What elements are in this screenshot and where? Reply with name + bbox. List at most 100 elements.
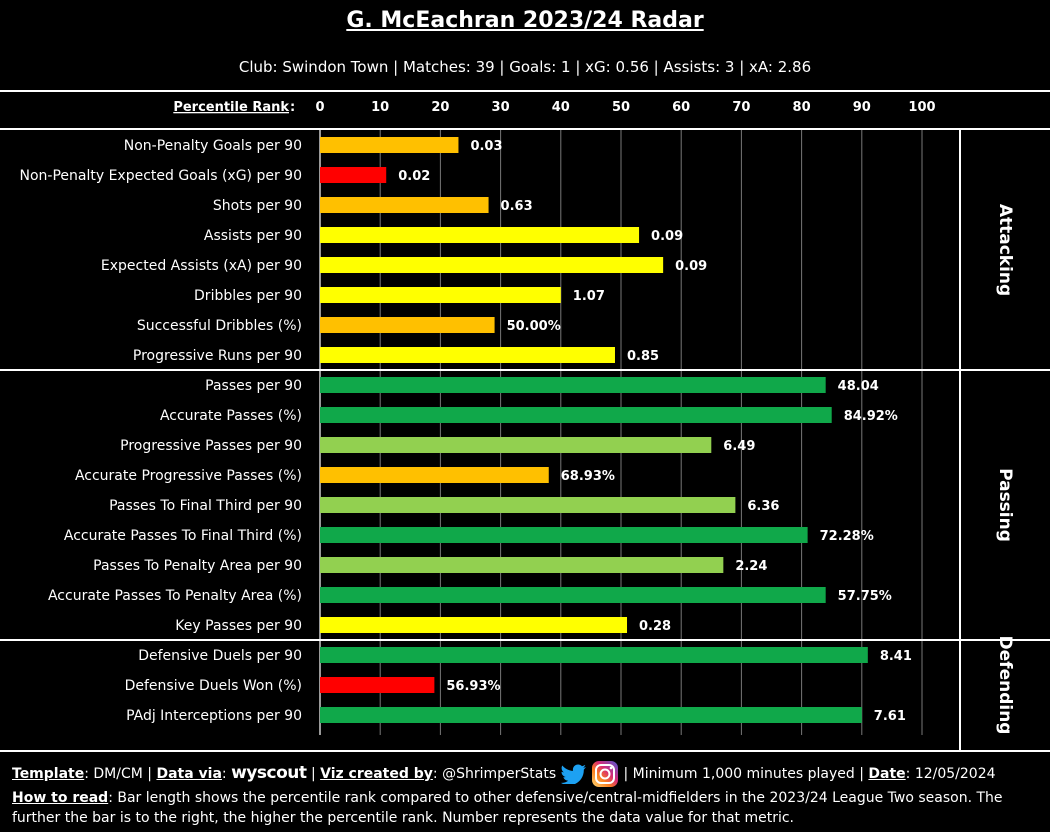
percentile-bar: [320, 167, 387, 183]
data-via-separator: :: [221, 766, 227, 782]
data-label: 0.09: [651, 229, 683, 244]
metric-label: Defensive Duels per 90: [138, 648, 302, 664]
how-to-read-text: : Bar length shows the percentile rank c…: [12, 790, 1003, 826]
data-label: 1.07: [573, 289, 605, 304]
data-label: 68.93%: [561, 469, 615, 484]
metric-label: Dribbles per 90: [194, 288, 302, 304]
chart-subtitle: Club: Swindon Town | Matches: 39 | Goals…: [238, 58, 812, 76]
data-label: 50.00%: [507, 319, 561, 334]
minimum-minutes: | Minimum 1,000 minutes played |: [623, 766, 864, 782]
data-label: 2.24: [735, 559, 767, 574]
percentile-bar: [320, 377, 826, 393]
metric-label: Successful Dribbles (%): [137, 318, 302, 334]
tick-label: 0: [315, 100, 324, 115]
section-label: Passing: [995, 468, 1015, 542]
template-value: : DM/CM |: [84, 766, 152, 782]
viz-created-value: : @ShrimperStats: [432, 766, 557, 782]
metric-label: Defensive Duels Won (%): [125, 678, 302, 694]
axis-label: Percentile Rank: [173, 100, 289, 115]
metric-label: Key Passes per 90: [175, 618, 302, 634]
data-label: 0.28: [639, 619, 671, 634]
viz-separator: |: [310, 766, 316, 782]
data-label: 57.75%: [838, 589, 892, 604]
metric-label: Progressive Passes per 90: [120, 438, 302, 454]
data-label: 72.28%: [820, 529, 874, 544]
percentile-bar: [320, 497, 736, 513]
data-label: 84.92%: [844, 409, 898, 424]
tick-label: 70: [732, 100, 750, 115]
tick-label: 40: [552, 100, 570, 115]
data-label: 6.49: [723, 439, 755, 454]
metric-label: Passes per 90: [205, 378, 302, 394]
tick-label: 10: [371, 100, 389, 115]
instagram-icon[interactable]: [591, 760, 619, 788]
percentile-bar: [320, 257, 664, 273]
tick-label: 30: [492, 100, 510, 115]
tick-label: 100: [908, 100, 935, 115]
chart-title: G. McEachran 2023/24 Radar: [346, 8, 704, 33]
percentile-bar: [320, 467, 549, 483]
axis-label-colon: :: [290, 100, 295, 115]
metric-label: Accurate Passes (%): [160, 408, 302, 424]
data-label: 0.03: [470, 139, 502, 154]
template-label: Template: [12, 766, 85, 782]
data-label: 8.41: [880, 649, 912, 664]
percentile-bar: [320, 647, 868, 663]
metric-label: Expected Assists (xA) per 90: [101, 258, 302, 274]
percentile-bar: [320, 587, 826, 603]
metric-label: Accurate Passes To Final Third (%): [64, 528, 302, 544]
header-divider-top: [0, 90, 1050, 92]
date-label: Date: [868, 766, 906, 782]
tick-label: 20: [431, 100, 449, 115]
section-label: Attacking: [995, 204, 1015, 296]
tick-label: 60: [672, 100, 690, 115]
percentile-bar: [320, 347, 615, 363]
data-label: 7.61: [874, 709, 906, 724]
data-label: 6.36: [747, 499, 779, 514]
percentile-bar: [320, 407, 832, 423]
metric-label: Passes To Final Third per 90: [109, 498, 302, 514]
header-divider-bottom: [0, 128, 1050, 130]
metric-label: Non-Penalty Goals per 90: [124, 138, 302, 154]
tick-label: 50: [612, 100, 630, 115]
data-label: 0.85: [627, 349, 659, 364]
metric-label: PAdj Interceptions per 90: [126, 708, 302, 724]
section-label: Defending: [995, 636, 1015, 735]
data-label: 0.02: [398, 169, 430, 184]
metric-label: Assists per 90: [204, 228, 302, 244]
percentile-bar: [320, 707, 862, 723]
metric-label: Shots per 90: [213, 198, 302, 214]
date-value: : 12/05/2024: [905, 766, 996, 782]
data-label: 56.93%: [446, 679, 500, 694]
wyscout-logo: wyscout: [231, 763, 307, 783]
metric-label: Passes To Penalty Area per 90: [93, 558, 302, 574]
twitter-icon[interactable]: [560, 764, 587, 784]
tick-label: 80: [793, 100, 811, 115]
data-via-label: Data via: [156, 766, 222, 782]
footer-line-1: Template: DM/CM | Data via: wyscout | Vi…: [12, 760, 1042, 788]
percentile-bar: [320, 137, 459, 153]
footer: Template: DM/CM | Data via: wyscout | Vi…: [12, 760, 1042, 828]
viz-created-label: Viz created by: [320, 766, 433, 782]
footer-divider: [0, 750, 1050, 752]
metric-label: Accurate Passes To Penalty Area (%): [48, 588, 302, 604]
percentile-bar: [320, 287, 561, 303]
data-label: 0.63: [501, 199, 533, 214]
data-label: 0.09: [675, 259, 707, 274]
percentile-bar: [320, 197, 489, 213]
metric-label: Accurate Progressive Passes (%): [75, 468, 302, 484]
data-label: 48.04: [838, 379, 879, 394]
percentile-bar: [320, 557, 724, 573]
how-to-read-label: How to read: [12, 790, 109, 806]
percentile-bar: [320, 527, 808, 543]
percentile-bar: [320, 617, 628, 633]
percentile-bar: [320, 317, 495, 333]
percentile-bar: [320, 227, 640, 243]
tick-label: 90: [853, 100, 871, 115]
footer-line-2: How to read: Bar length shows the percen…: [12, 788, 1042, 828]
metric-label: Progressive Runs per 90: [133, 348, 302, 364]
percentile-bar: [320, 437, 712, 453]
metric-label: Non-Penalty Expected Goals (xG) per 90: [19, 168, 302, 184]
percentile-bar: [320, 677, 435, 693]
